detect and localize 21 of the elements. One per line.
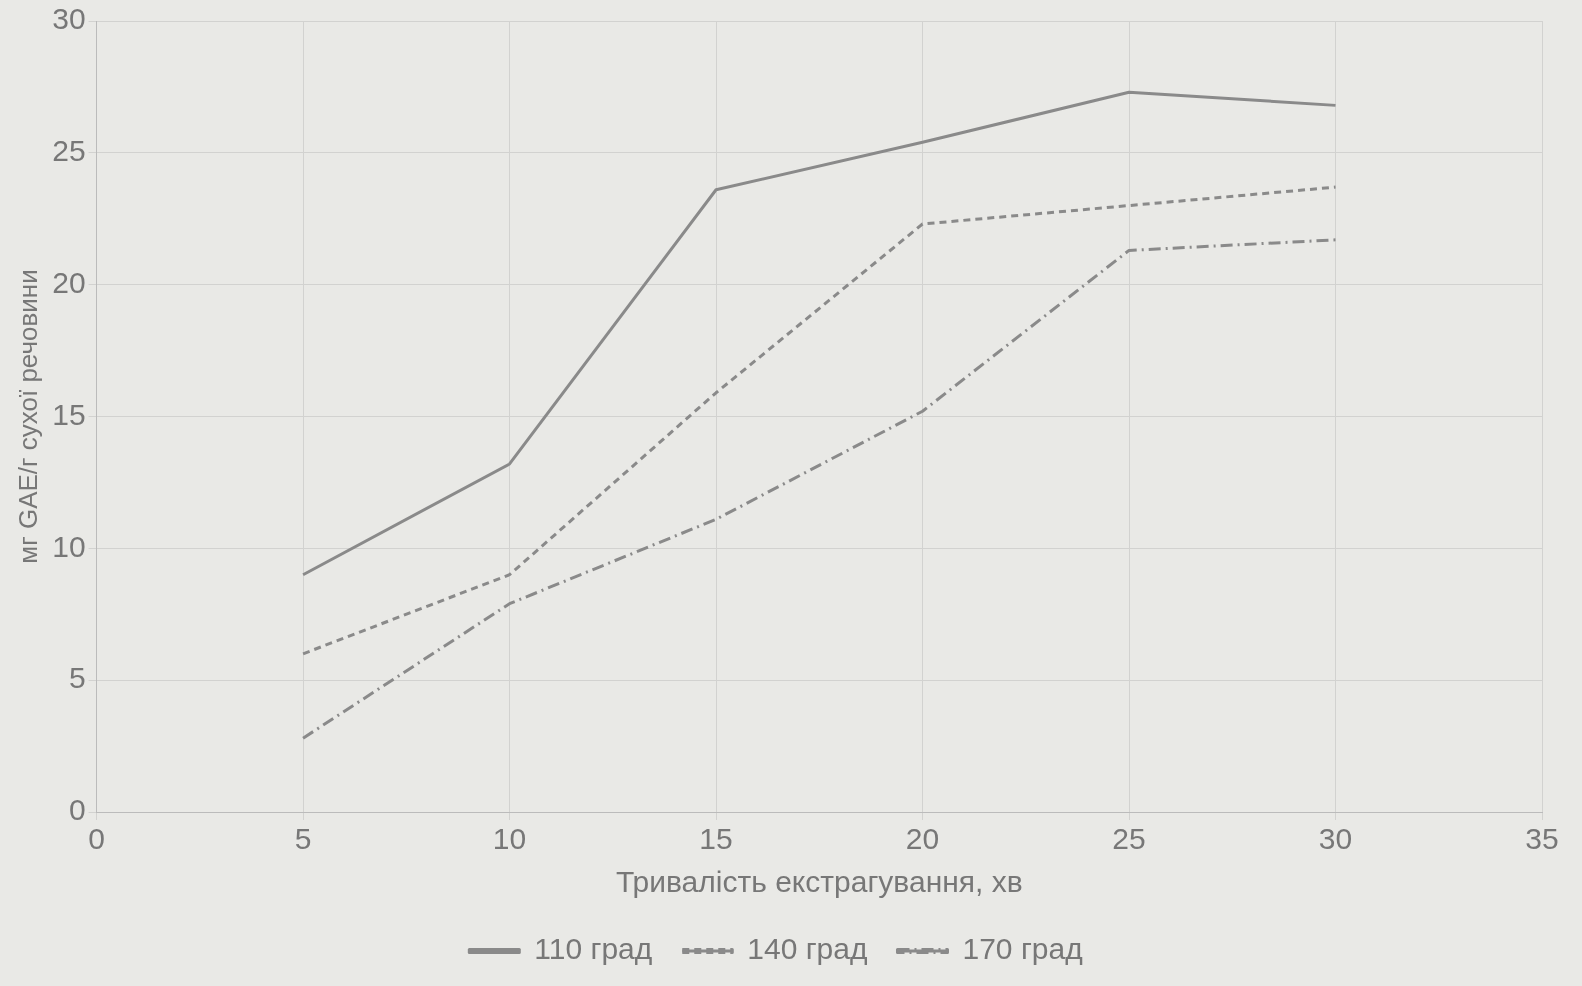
x-tick-label: 15	[699, 822, 733, 856]
y-tick-label: 15	[52, 397, 86, 431]
x-tick-label: 30	[1318, 822, 1353, 856]
x-tick-label: 10	[492, 822, 527, 856]
legend-label: 110 град	[534, 932, 653, 966]
x-tick-label: 25	[1112, 822, 1146, 856]
legend-label: 170 град	[962, 932, 1083, 966]
y-axis-title: мг GAE/г сухої речовини	[12, 269, 43, 564]
y-tick-label: 20	[52, 265, 86, 299]
y-tick-label: 30	[52, 2, 86, 36]
y-tick-label: 5	[68, 661, 86, 695]
x-tick-label: 20	[905, 822, 940, 856]
x-tick-label: 35	[1525, 822, 1559, 856]
y-tick-label: 0	[68, 793, 86, 827]
x-axis-title: Тривалість екстрагування, хв	[615, 865, 1023, 899]
line-series	[301, 238, 1338, 740]
line-series	[301, 185, 1338, 656]
y-tick-label: 10	[52, 529, 86, 563]
y-tick-label: 25	[52, 134, 86, 168]
x-tick-label: 5	[294, 822, 312, 856]
legend-label: 140 град	[747, 932, 868, 966]
